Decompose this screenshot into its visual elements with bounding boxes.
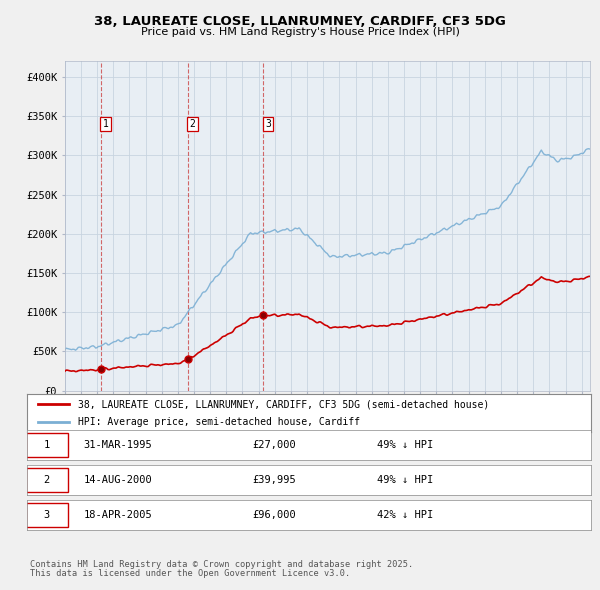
FancyBboxPatch shape bbox=[26, 432, 68, 457]
Text: 18-APR-2005: 18-APR-2005 bbox=[83, 510, 152, 520]
Text: 14-AUG-2000: 14-AUG-2000 bbox=[83, 475, 152, 485]
Text: 42% ↓ HPI: 42% ↓ HPI bbox=[377, 510, 433, 520]
Text: HPI: Average price, semi-detached house, Cardiff: HPI: Average price, semi-detached house,… bbox=[78, 417, 360, 427]
Text: 38, LAUREATE CLOSE, LLANRUMNEY, CARDIFF, CF3 5DG: 38, LAUREATE CLOSE, LLANRUMNEY, CARDIFF,… bbox=[94, 15, 506, 28]
Text: 1: 1 bbox=[103, 119, 109, 129]
FancyBboxPatch shape bbox=[26, 503, 68, 527]
Text: 1: 1 bbox=[44, 440, 50, 450]
Text: £39,995: £39,995 bbox=[253, 475, 296, 485]
Text: This data is licensed under the Open Government Licence v3.0.: This data is licensed under the Open Gov… bbox=[30, 569, 350, 578]
Text: 31-MAR-1995: 31-MAR-1995 bbox=[83, 440, 152, 450]
Text: 2: 2 bbox=[190, 119, 196, 129]
Text: £27,000: £27,000 bbox=[253, 440, 296, 450]
Text: Contains HM Land Registry data © Crown copyright and database right 2025.: Contains HM Land Registry data © Crown c… bbox=[30, 560, 413, 569]
Text: 2: 2 bbox=[44, 475, 50, 485]
FancyBboxPatch shape bbox=[26, 468, 68, 492]
Text: Price paid vs. HM Land Registry's House Price Index (HPI): Price paid vs. HM Land Registry's House … bbox=[140, 27, 460, 37]
Text: £96,000: £96,000 bbox=[253, 510, 296, 520]
Text: 49% ↓ HPI: 49% ↓ HPI bbox=[377, 475, 433, 485]
Text: 3: 3 bbox=[265, 119, 271, 129]
Text: 49% ↓ HPI: 49% ↓ HPI bbox=[377, 440, 433, 450]
Text: 38, LAUREATE CLOSE, LLANRUMNEY, CARDIFF, CF3 5DG (semi-detached house): 38, LAUREATE CLOSE, LLANRUMNEY, CARDIFF,… bbox=[78, 399, 489, 409]
Text: 3: 3 bbox=[44, 510, 50, 520]
